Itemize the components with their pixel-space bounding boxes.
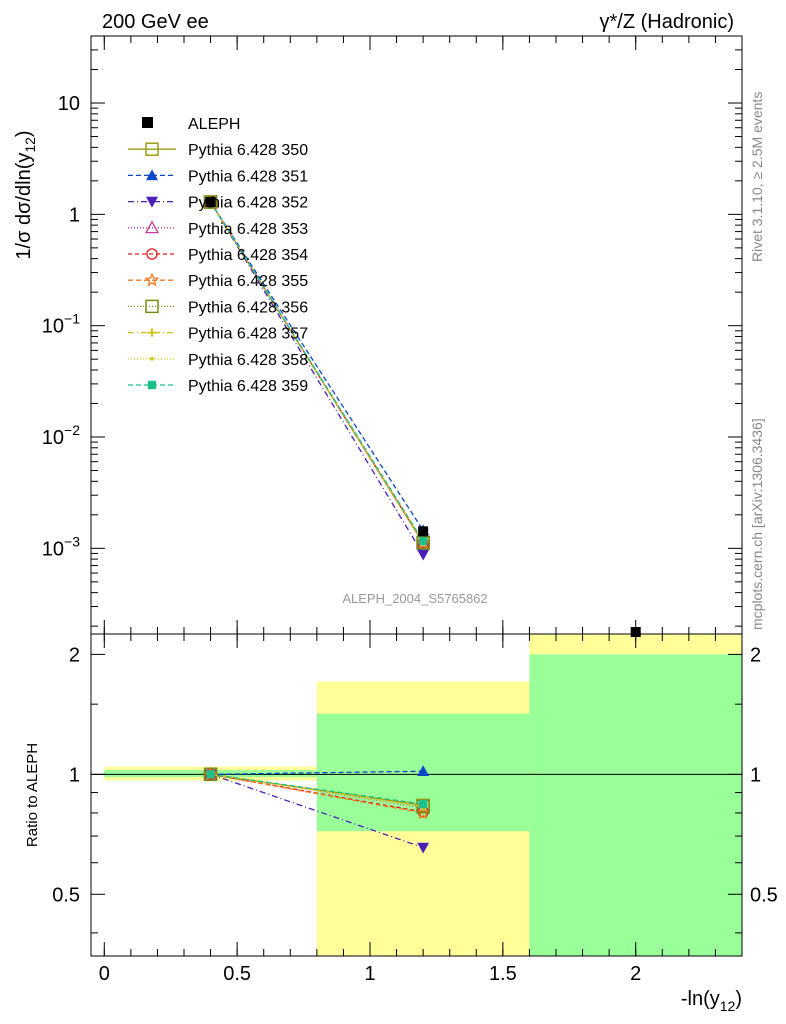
legend-marker-4 xyxy=(146,248,158,260)
y-tick-label-main: 10−3 xyxy=(42,533,80,560)
series-point-6 xyxy=(416,535,430,550)
y-tick-label-ratio: 2 xyxy=(69,644,80,666)
band-inner-2 xyxy=(529,654,742,956)
series-line-1 xyxy=(210,201,424,531)
x-tick-label: 0.5 xyxy=(223,963,251,985)
title-right: γ*/Z (Hadronic) xyxy=(600,11,734,33)
legend-marker-7 xyxy=(147,328,157,337)
ratio-point-1 xyxy=(417,765,430,777)
y-tick-label-main: 10−2 xyxy=(42,422,80,449)
series-point-9 xyxy=(418,536,428,546)
y-tick-label-main: 1 xyxy=(69,204,80,226)
legend-label: Pythia 6.428 357 xyxy=(188,326,308,343)
legend-label: Pythia 6.428 355 xyxy=(188,273,308,290)
series-point-2 xyxy=(417,549,430,561)
side-text-rivet: Rivet 3.1.10, ≥ 2.5M events xyxy=(749,92,765,262)
legend: ALEPH Pythia 6.428 350 Pythia 6.428 351 Pyt… xyxy=(128,116,308,395)
ratio-point-6 xyxy=(203,767,218,782)
legend-label: Pythia 6.428 358 xyxy=(188,352,308,369)
ratio-line-2 xyxy=(210,773,424,849)
series-point-6 xyxy=(203,195,218,209)
ratio-point-9 xyxy=(418,799,428,809)
legend-marker-6 xyxy=(145,299,159,314)
legend-label: Pythia 6.428 350 xyxy=(188,142,308,159)
ratio-series-group xyxy=(91,765,742,854)
legend-label: Pythia 6.428 352 xyxy=(188,195,308,212)
x-tick-label: 1 xyxy=(364,963,375,985)
x-tick-label: 0 xyxy=(99,963,110,985)
aleph-data-point xyxy=(630,627,641,637)
ratio-line-5 xyxy=(210,773,424,814)
side-text-mcplots: mcplots.cern.ch [arXiv:1306.3436] xyxy=(749,418,765,630)
legend-marker-3 xyxy=(144,220,160,234)
legend-label: Pythia 6.428 359 xyxy=(188,378,308,395)
title-left: 200 GeV ee xyxy=(102,11,209,33)
x-axis-label: -ln(y12) xyxy=(681,988,742,1014)
legend-marker-5 xyxy=(144,272,160,287)
ratio-uncertainty-bands xyxy=(104,634,742,956)
aleph-data-points xyxy=(205,197,641,637)
y-axis-label-ratio: Ratio to ALEPH xyxy=(24,743,41,847)
ratio-point-2 xyxy=(417,842,430,854)
ratio-line-1 xyxy=(210,770,424,775)
aleph-data-point xyxy=(418,526,429,537)
ratio-plot-frame xyxy=(90,633,743,957)
y-axis-label-main: 1/σ dσ/dln(y12) xyxy=(13,130,38,259)
aleph-data-point xyxy=(205,197,216,208)
y-tick-label-ratio-right: 0.5 xyxy=(750,884,778,906)
legend-marker-0 xyxy=(145,142,159,156)
y-tick-label-ratio-right: 2 xyxy=(750,644,761,666)
watermark: ALEPH_2004_S5765862 xyxy=(342,591,487,606)
y-tick-label-ratio: 0.5 xyxy=(52,884,80,906)
legend-marker-aleph xyxy=(142,117,153,128)
ratio-line-9 xyxy=(210,773,424,805)
legend-label: Pythia 6.428 356 xyxy=(188,299,308,316)
legend-label: Pythia 6.428 353 xyxy=(188,221,308,238)
x-tick-label: 1.5 xyxy=(489,963,517,985)
series-line-2 xyxy=(210,201,424,555)
series-line-9 xyxy=(210,201,424,542)
legend-marker-8 xyxy=(150,356,154,361)
ratio-point-5 xyxy=(415,805,431,820)
axis-ticks: 0 0.5 1 1.5 2 10 1 10−1 10−2 10−3 0.5 0.5 1 1 2 2 xyxy=(42,35,778,985)
legend-marker-1 xyxy=(146,169,158,181)
legend-marker-9 xyxy=(147,380,157,390)
y-tick-label-main: 10 xyxy=(58,93,80,115)
y-tick-label-ratio: 1 xyxy=(69,764,80,786)
legend-label: Pythia 6.428 351 xyxy=(188,168,308,185)
y-tick-label-main: 10−1 xyxy=(42,311,80,338)
x-tick-label: 2 xyxy=(630,963,641,985)
legend-marker-2 xyxy=(146,196,158,208)
y-tick-label-ratio-right: 1 xyxy=(750,764,761,786)
legend-label: ALEPH xyxy=(188,116,240,133)
legend-label: Pythia 6.428 354 xyxy=(188,247,308,264)
ratio-point-9 xyxy=(206,770,215,779)
